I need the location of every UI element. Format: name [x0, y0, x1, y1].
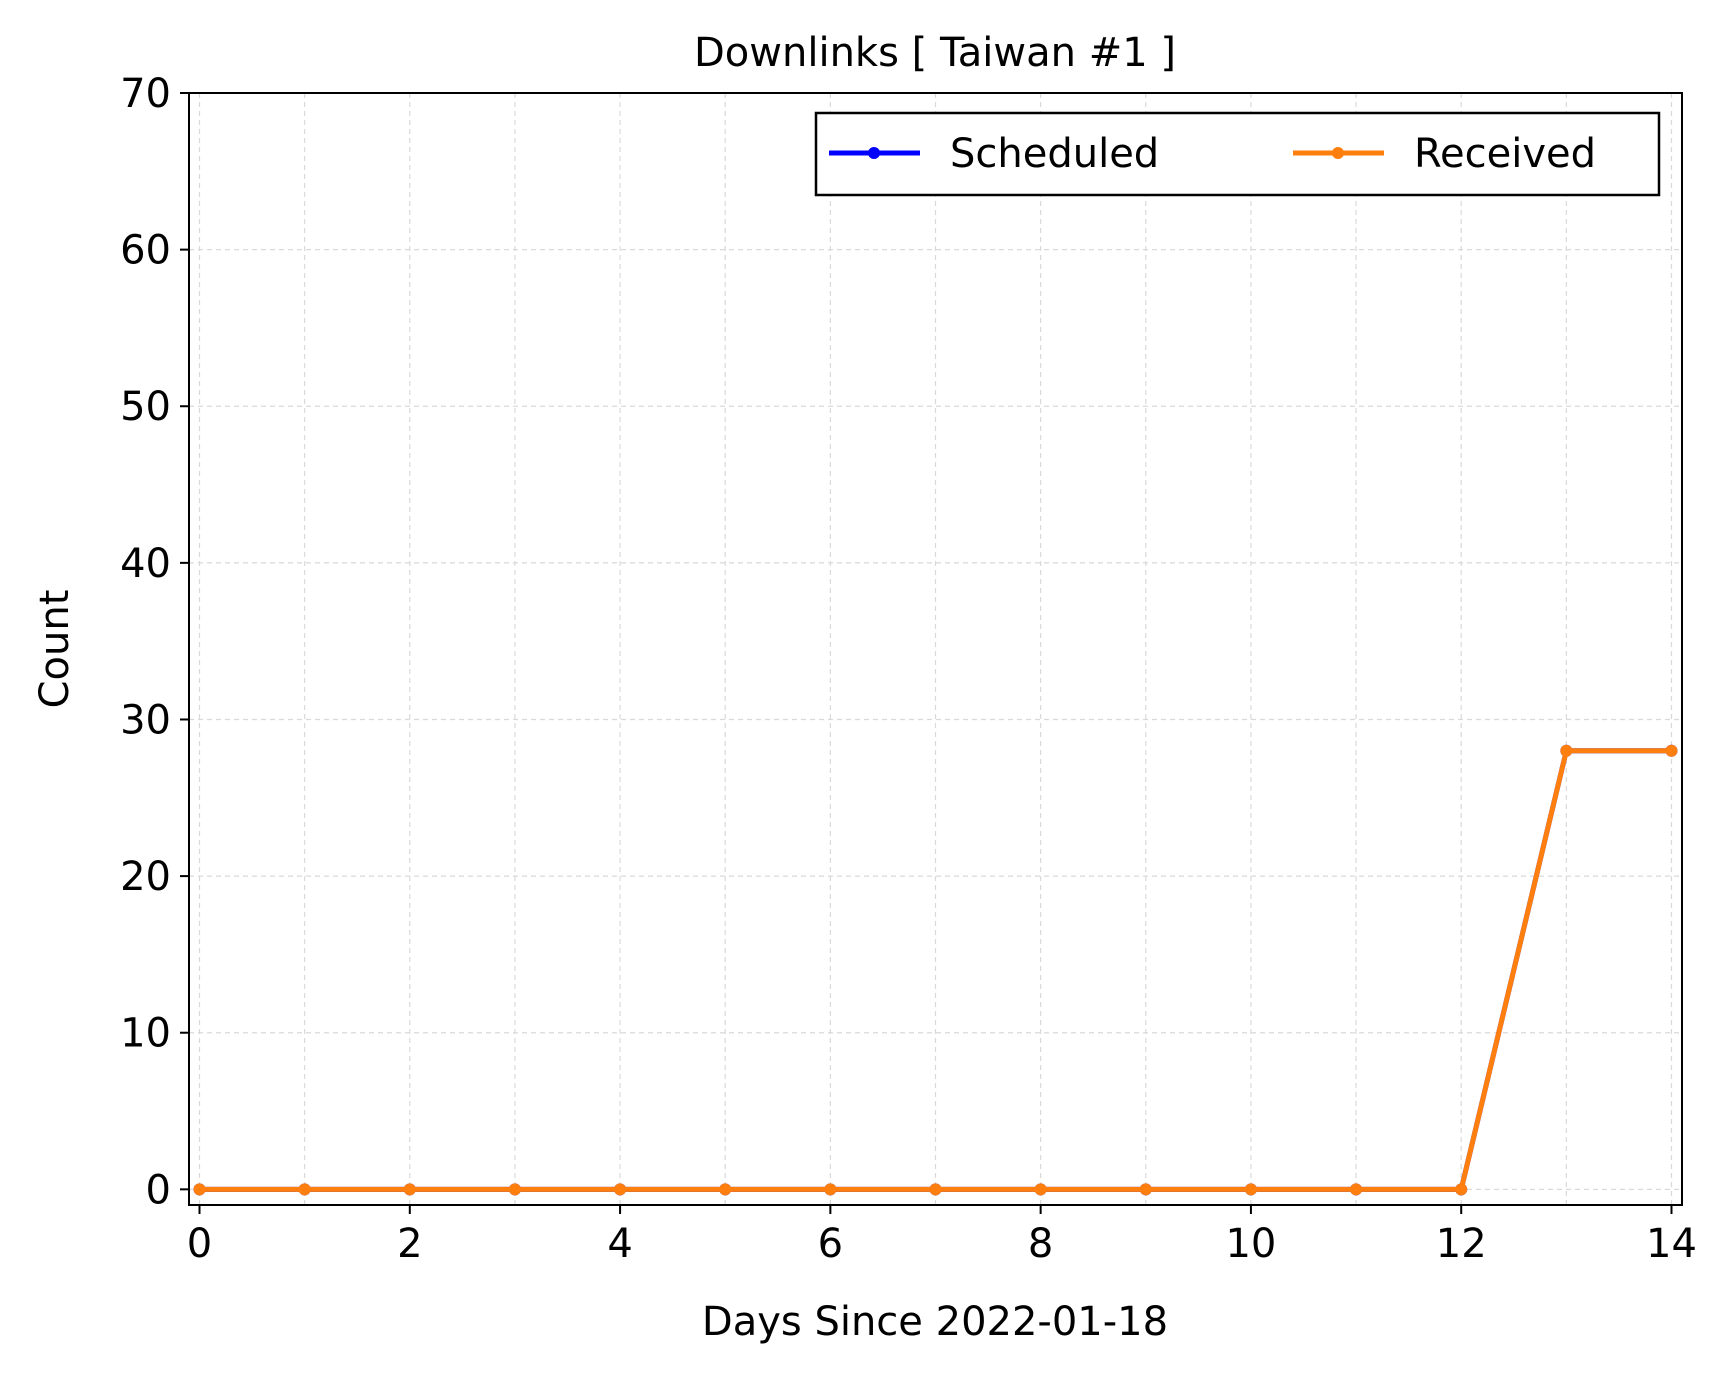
x-tick-label: 14	[1646, 1221, 1697, 1267]
x-tick-label: 0	[187, 1221, 212, 1267]
y-tick-label: 70	[120, 71, 171, 117]
x-tick-label: 2	[397, 1221, 422, 1267]
data-point-received	[298, 1183, 311, 1196]
data-point-received	[1034, 1183, 1047, 1196]
legend: Scheduled Received	[814, 111, 1661, 197]
data-point-received	[1139, 1183, 1152, 1196]
y-tick-label: 50	[120, 384, 171, 430]
x-tick-label: 4	[607, 1221, 632, 1267]
data-point-received	[929, 1183, 942, 1196]
data-point-received	[403, 1183, 416, 1196]
y-tick-label: 60	[120, 228, 171, 274]
data-point-received	[719, 1183, 732, 1196]
y-tick-label: 10	[120, 1011, 171, 1057]
tick-layer: 0 2 4 6 8 10 12 14 0 10 20 30 40 50 60 70	[120, 71, 1697, 1267]
data-point-received	[824, 1183, 837, 1196]
series-layer	[193, 744, 1678, 1196]
data-point-received	[1455, 1183, 1468, 1196]
y-tick-label: 20	[120, 854, 171, 900]
chart-title: Downlinks [ Taiwan #1 ]	[694, 30, 1176, 76]
data-point-received	[1350, 1183, 1363, 1196]
legend-box	[814, 111, 1661, 197]
plot-frame	[188, 92, 1683, 1206]
x-tick-label: 12	[1436, 1221, 1487, 1267]
x-tick-label: 10	[1225, 1221, 1276, 1267]
y-tick-label: 0	[146, 1167, 171, 1213]
data-point-received	[193, 1183, 206, 1196]
x-tick-label: 8	[1028, 1221, 1053, 1267]
legend-marker-scheduled	[868, 147, 880, 159]
data-point-received	[614, 1183, 627, 1196]
y-tick-label: 30	[120, 697, 171, 743]
legend-marker-received	[1332, 147, 1344, 159]
x-tick-label: 6	[818, 1221, 843, 1267]
data-point-received	[508, 1183, 521, 1196]
legend-label-scheduled: Scheduled	[950, 131, 1159, 177]
x-axis-label: Days Since 2022-01-18	[702, 1299, 1168, 1345]
data-point-received	[1244, 1183, 1257, 1196]
legend-label-received: Received	[1414, 131, 1596, 177]
data-point-received	[1560, 744, 1573, 757]
y-axis-label: Count	[32, 590, 78, 709]
y-tick-label: 40	[120, 541, 171, 587]
data-point-received	[1665, 744, 1678, 757]
